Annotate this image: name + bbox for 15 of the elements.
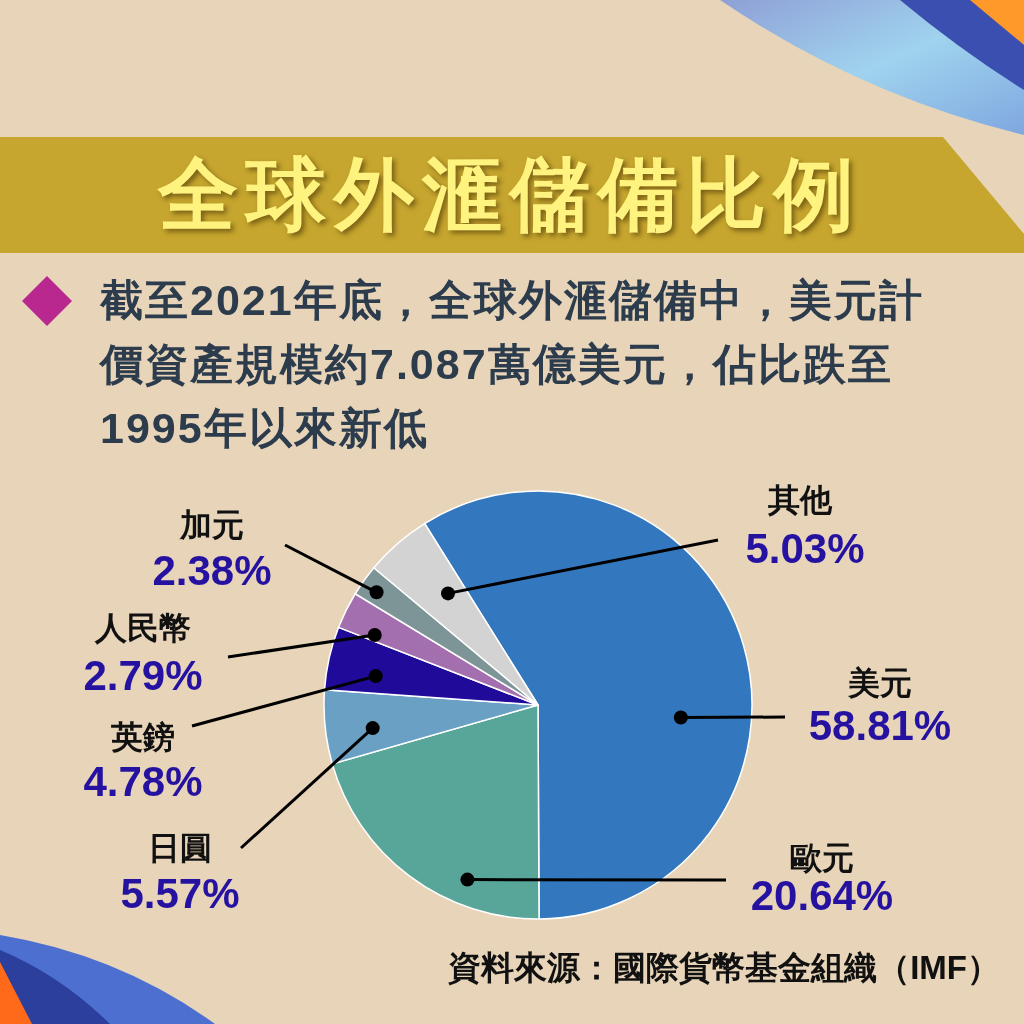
value-label: 4.78% [83, 757, 203, 805]
value-label: 2.38% [152, 546, 272, 594]
chart-subtitle: 截至2021年底，全球外滙儲備中，美元計價資產規模約7.087萬億美元，佔比跌至1995年以來新低 [100, 275, 925, 454]
chart-title: 全球外滙儲備比例 [156, 149, 863, 241]
category-label: 加元 [180, 507, 244, 543]
category-label: 其他 [768, 482, 832, 518]
value-label: 58.81% [808, 701, 952, 749]
value-label: 5.03% [745, 524, 865, 572]
value-label: 2.79% [83, 651, 203, 699]
value-label: 5.57% [120, 869, 240, 917]
source-note: 資料來源：國際貨幣基金組織（IMF） [448, 948, 1000, 988]
category-label: 美元 [848, 665, 912, 701]
category-label: 人民幣 [95, 610, 191, 646]
category-label: 英鎊 [111, 719, 175, 755]
category-label: 日圓 [148, 830, 212, 866]
